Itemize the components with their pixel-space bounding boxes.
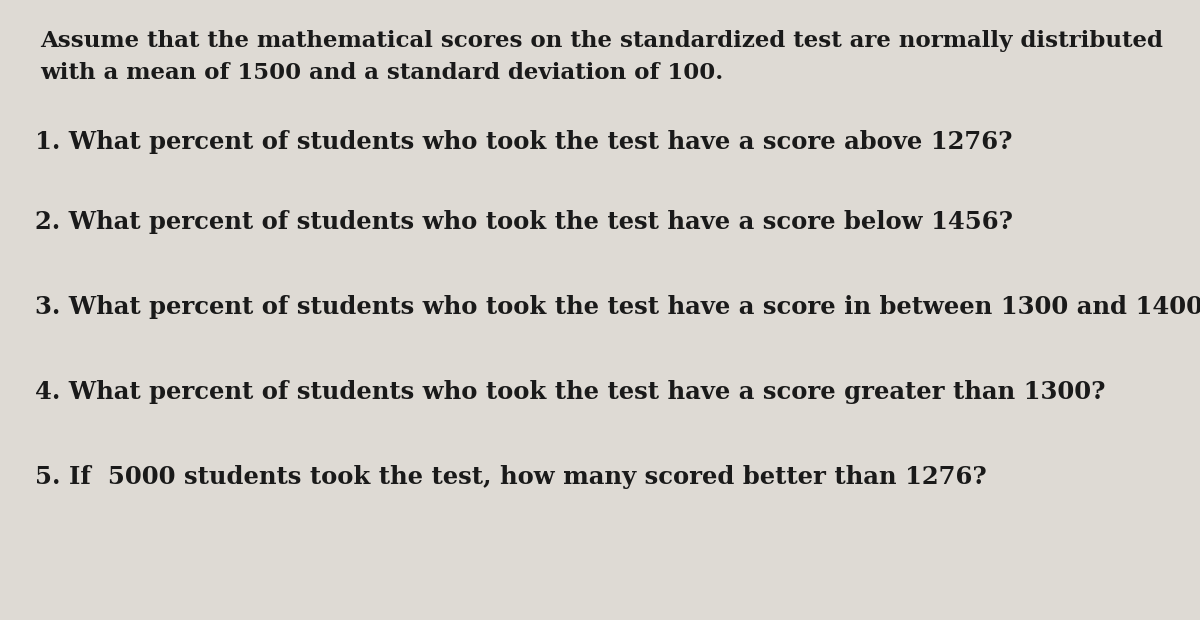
Text: 1. What percent of students who took the test have a score above 1276?: 1. What percent of students who took the… — [35, 130, 1013, 154]
Text: 3. What percent of students who took the test have a score in between 1300 and 1: 3. What percent of students who took the… — [35, 295, 1200, 319]
Text: 5. If  5000 students took the test, how many scored better than 1276?: 5. If 5000 students took the test, how m… — [35, 465, 986, 489]
Text: Assume that the mathematical scores on the standardized test are normally distri: Assume that the mathematical scores on t… — [40, 30, 1163, 52]
Text: 2. What percent of students who took the test have a score below 1456?: 2. What percent of students who took the… — [35, 210, 1013, 234]
Text: 4. What percent of students who took the test have a score greater than 1300?: 4. What percent of students who took the… — [35, 380, 1105, 404]
Text: with a mean of 1500 and a standard deviation of 100.: with a mean of 1500 and a standard devia… — [40, 62, 724, 84]
